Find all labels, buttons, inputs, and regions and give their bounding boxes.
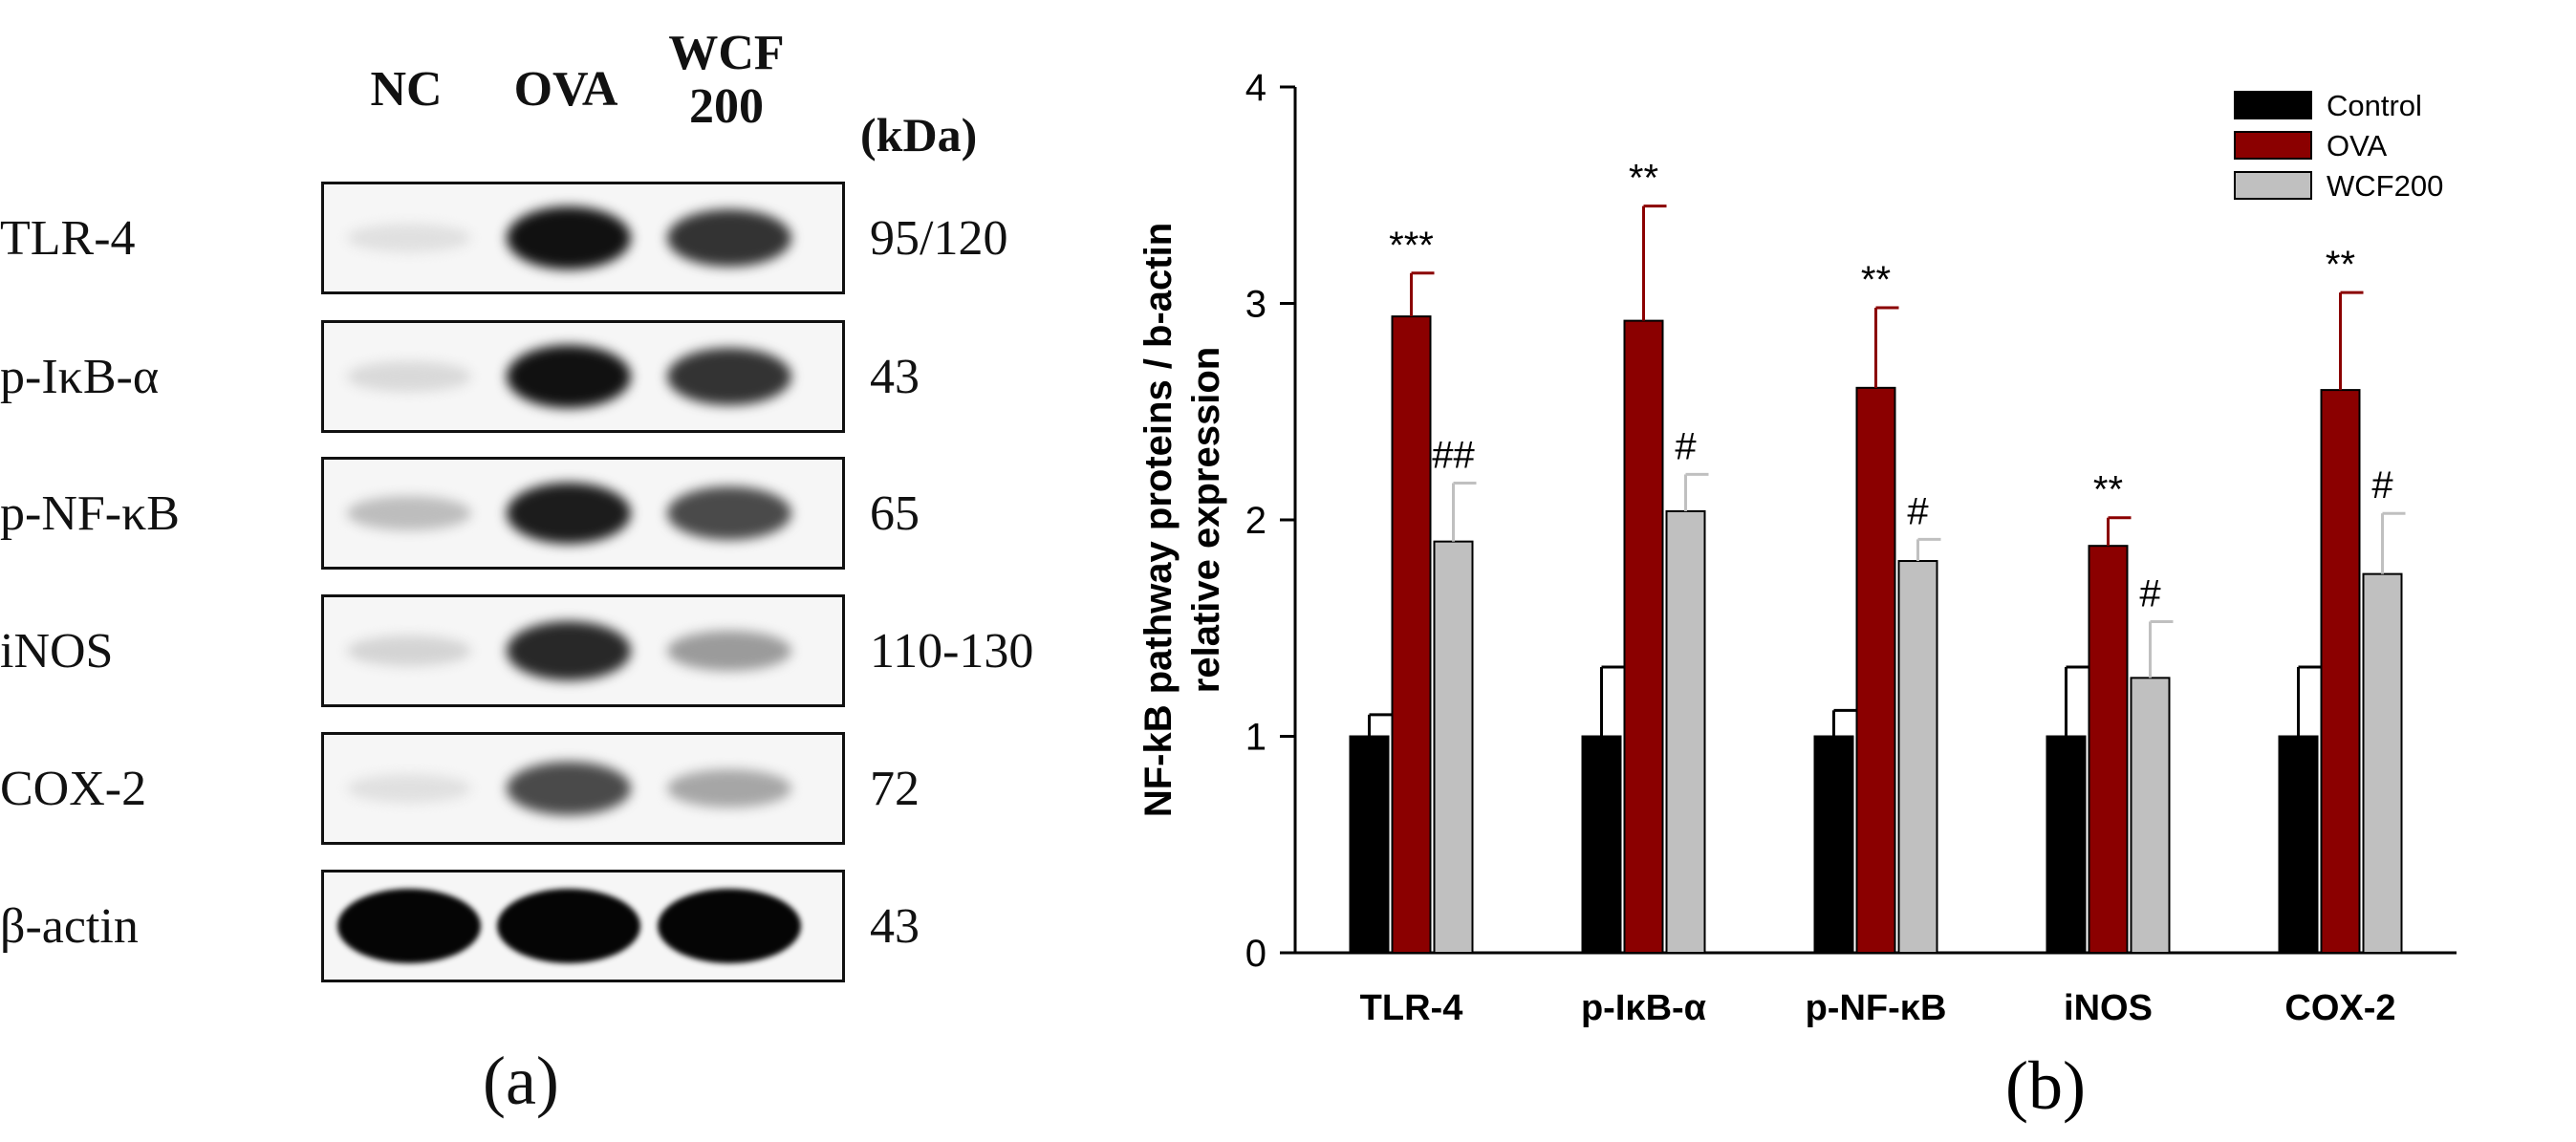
significance-marker: ** <box>2093 469 2123 511</box>
kda-header: (kDa) <box>860 108 978 162</box>
protein-band <box>658 889 801 963</box>
kda-value: 72 <box>870 762 920 816</box>
bar-control <box>2046 735 2087 954</box>
protein-band <box>497 889 640 963</box>
legend-swatch-ova <box>2234 131 2312 160</box>
x-tick-label: p-NF-κB <box>1806 988 1947 1028</box>
blot-strip <box>321 182 845 294</box>
panel-a-caption: (a) <box>483 1043 559 1119</box>
legend-label-wcf200: WCF200 <box>2327 169 2443 203</box>
bar-control <box>2278 735 2319 954</box>
blot-strip <box>321 732 845 845</box>
panel-b-caption: (b) <box>2005 1047 2086 1124</box>
blot-strip <box>321 870 845 982</box>
y-axis-title-line1: NF-kB pathway proteins / b-actin <box>1137 223 1180 817</box>
protein-band <box>507 762 631 815</box>
y-tick-label: 2 <box>1245 500 1266 542</box>
protein-label: β-actin <box>0 899 139 954</box>
protein-band <box>347 496 471 530</box>
x-tick-label: iNOS <box>2064 988 2153 1028</box>
protein-label: p-NF-κB <box>0 486 180 541</box>
legend-swatch-wcf200 <box>2234 171 2312 200</box>
y-axis-title-line2: relative expression <box>1185 347 1227 693</box>
protein-band <box>507 345 631 408</box>
protein-band <box>347 224 471 252</box>
significance-marker: ** <box>1861 259 1891 301</box>
significance-marker: ** <box>2326 244 2355 286</box>
kda-value: 110-130 <box>870 624 1034 679</box>
kda-value: 43 <box>870 350 920 404</box>
y-tick-label: 3 <box>1245 284 1266 326</box>
significance-marker: ## <box>1432 434 1475 476</box>
lane-header-line: 200 <box>689 79 764 134</box>
protein-band <box>347 774 471 803</box>
kda-value: 43 <box>870 899 920 954</box>
bar-wcf200 <box>2130 677 2171 954</box>
significance-marker: # <box>2371 464 2393 506</box>
blot-strip <box>321 320 845 433</box>
blot-strip <box>321 594 845 707</box>
lane-header: WCF 200 <box>650 27 803 134</box>
bar-ova <box>2088 545 2129 954</box>
x-tick-label: TLR-4 <box>1360 988 1463 1028</box>
protein-band <box>507 206 631 269</box>
protein-band <box>667 209 791 267</box>
y-tick-label: 0 <box>1245 933 1266 975</box>
western-blot-panel: NC OVA WCF 200 (kDa) TLR-4 95/120 p-IκB-α 43 p-… <box>0 0 1128 1142</box>
protein-band <box>667 486 791 540</box>
bar-wcf200 <box>1665 509 1706 954</box>
bar-ova <box>1391 315 1432 954</box>
bar-control <box>1581 735 1622 954</box>
kda-value: 95/120 <box>870 211 1008 266</box>
protein-band <box>507 483 631 544</box>
significance-marker: *** <box>1389 225 1434 267</box>
bar-ova <box>1855 386 1896 954</box>
lane-header: NC <box>330 63 483 117</box>
bar-chart: 0 1 2 3 4 NF-kB pathway proteins / b-actin rel… <box>1137 67 2457 1124</box>
protein-band <box>347 636 471 666</box>
x-tick-label: p-IκB-α <box>1581 988 1706 1028</box>
bar-control <box>1349 735 1390 954</box>
significance-marker: # <box>2139 572 2161 614</box>
significance-marker: # <box>1675 425 1697 467</box>
significance-marker: ** <box>1629 158 1658 200</box>
protein-label: iNOS <box>0 624 114 679</box>
bar-ova <box>1623 319 1664 954</box>
protein-label: TLR-4 <box>0 211 136 266</box>
significance-marker: # <box>1907 490 1929 532</box>
protein-band <box>667 769 791 808</box>
protein-band <box>667 348 791 405</box>
lane-header: OVA <box>489 63 642 117</box>
legend-label-ova: OVA <box>2327 129 2387 162</box>
protein-band <box>337 889 481 963</box>
protein-band <box>507 621 631 680</box>
legend-label-control: Control <box>2327 89 2422 122</box>
bar-wcf200 <box>1897 560 1938 954</box>
blot-strip <box>321 457 845 570</box>
lane-header-line: WCF <box>668 26 785 80</box>
lane-header-line: NC <box>370 62 443 117</box>
protein-label: COX-2 <box>0 762 147 816</box>
protein-band <box>667 631 791 671</box>
bar-ova <box>2320 389 2361 955</box>
bar-wcf200 <box>2362 572 2403 954</box>
legend-swatch-control <box>2234 91 2312 119</box>
bar-wcf200 <box>1433 540 1474 955</box>
lane-header-line: OVA <box>513 62 618 117</box>
bar-control <box>1813 735 1854 954</box>
x-tick-label: COX-2 <box>2284 988 2395 1028</box>
kda-value: 65 <box>870 486 920 541</box>
protein-band <box>347 361 471 392</box>
y-tick-label: 1 <box>1245 717 1266 759</box>
y-tick-label: 4 <box>1245 67 1266 109</box>
protein-label: p-IκB-α <box>0 350 160 404</box>
